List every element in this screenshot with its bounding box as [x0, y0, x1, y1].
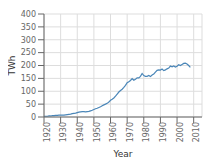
svg-text:2000: 2000: [176, 122, 185, 142]
svg-text:1950: 1950: [93, 122, 102, 142]
svg-text:0: 0: [31, 113, 36, 122]
svg-text:1930: 1930: [59, 122, 68, 142]
svg-text:1960: 1960: [109, 122, 118, 142]
svg-text:300: 300: [21, 36, 36, 45]
svg-text:400: 400: [21, 10, 36, 19]
svg-text:1980: 1980: [142, 122, 151, 142]
svg-text:150: 150: [21, 74, 36, 83]
svg-text:1970: 1970: [126, 122, 135, 142]
svg-text:200: 200: [21, 61, 36, 70]
svg-text:250: 250: [21, 48, 36, 57]
svg-text:1940: 1940: [76, 122, 85, 142]
svg-text:350: 350: [21, 23, 36, 32]
svg-text:TWh: TWh: [8, 55, 17, 76]
svg-text:1920: 1920: [43, 122, 52, 142]
svg-text:50: 50: [26, 100, 36, 109]
svg-text:Year: Year: [112, 149, 132, 157]
svg-text:2010: 2010: [192, 122, 201, 142]
svg-text:100: 100: [21, 87, 36, 96]
svg-text:1990: 1990: [159, 122, 168, 142]
